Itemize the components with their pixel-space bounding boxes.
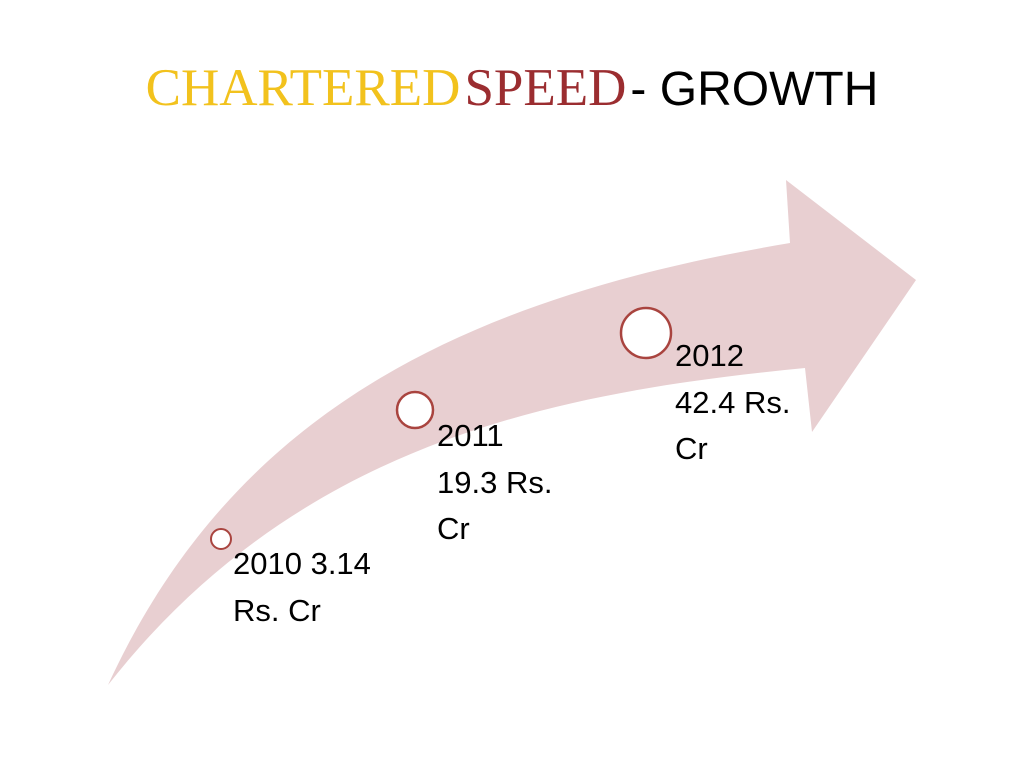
milestone-2010-label: 2010 3.14 Rs. Cr [233,546,371,628]
slide-title: CHARTERED SPEED - GROWTH [0,62,1024,115]
milestone-2012-label: 2012 42.4 Rs. Cr [675,338,791,466]
growth-arrow [108,180,916,685]
title-speed: SPEED [464,59,627,117]
milestone-2010-circle [210,528,232,550]
milestone-2011-circle [395,390,435,430]
title-growth: - GROWTH [630,63,879,116]
milestone-2012-circle [619,306,673,360]
milestone-2011-label: 2011 19.3 Rs. Cr [437,418,553,546]
title-chartered: CHARTERED [145,59,461,117]
